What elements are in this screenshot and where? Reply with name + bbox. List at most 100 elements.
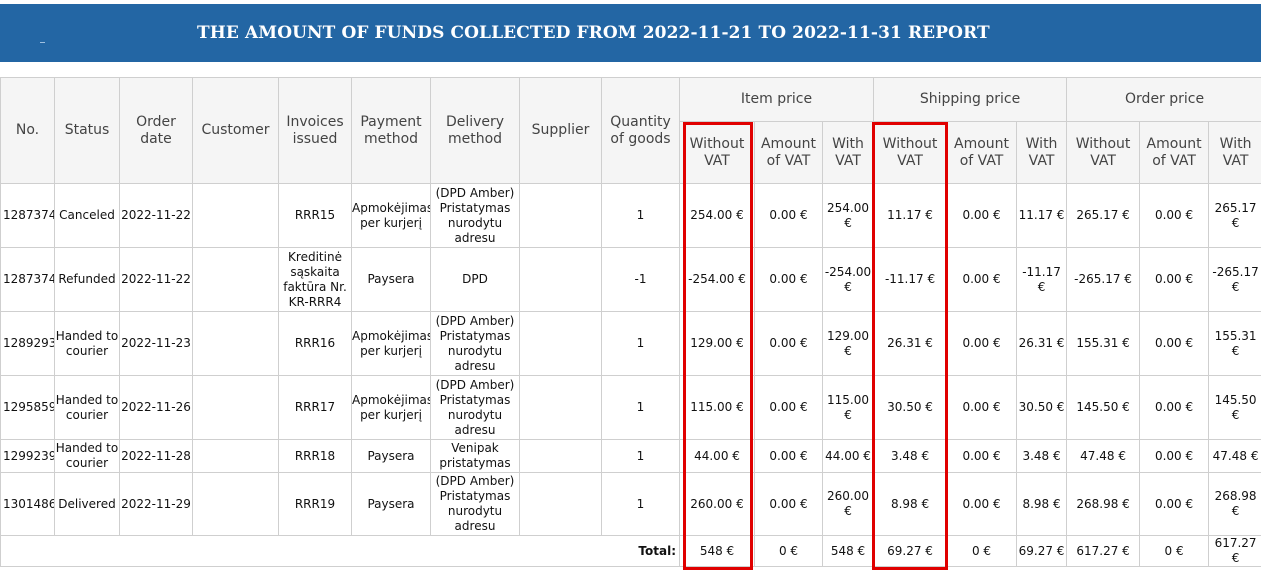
col-header-order-date: Order date bbox=[119, 77, 193, 184]
cell-supplier bbox=[519, 183, 602, 248]
total-ship-with-vat: 69.27 € bbox=[1016, 535, 1068, 567]
col-header-ship-without-vat: Without VAT bbox=[873, 121, 948, 184]
cell-order-with-vat: 145.50 € bbox=[1208, 375, 1261, 440]
cell-ship-without-vat: 11.17 € bbox=[873, 183, 948, 248]
cell-item-with-vat: 254.00 € bbox=[821, 183, 875, 248]
cell-ship-with-vat: 26.31 € bbox=[1016, 311, 1068, 376]
cell-order-date: 2022-11-22 bbox=[119, 247, 193, 312]
cell-delivery: (DPD Amber) Pristatymas nurodytu adresu bbox=[430, 472, 520, 536]
cell-customer bbox=[192, 472, 279, 536]
cell-quantity: 1 bbox=[601, 375, 680, 440]
col-header-supplier: Supplier bbox=[519, 77, 602, 184]
cell-ship-with-vat: 8.98 € bbox=[1016, 472, 1068, 536]
cell-customer bbox=[192, 311, 279, 376]
cell-ship-without-vat: -11.17 € bbox=[873, 247, 948, 312]
header-row-groups: No. Status Order date Customer Invoices … bbox=[0, 77, 1261, 184]
total-label: Total: bbox=[0, 535, 680, 567]
cell-order-no: 1287374 bbox=[0, 247, 55, 312]
cell-status: Refunded bbox=[54, 247, 120, 312]
cell-item-without-vat: 260.00 € bbox=[679, 472, 755, 536]
cell-item-amount-vat: 0.00 € bbox=[754, 375, 823, 440]
cell-customer bbox=[192, 247, 279, 312]
cell-invoice: Kreditinė sąskaita faktūra Nr. KR-RRR4 bbox=[278, 247, 352, 312]
cell-ship-without-vat: 30.50 € bbox=[873, 375, 948, 440]
cell-quantity: 1 bbox=[601, 311, 680, 376]
col-header-order-with-vat: With VAT bbox=[1208, 121, 1261, 184]
cell-supplier bbox=[519, 247, 602, 312]
cell-order-without-vat: 145.50 € bbox=[1066, 375, 1141, 440]
cell-invoice: RRR17 bbox=[278, 375, 352, 440]
cell-supplier bbox=[519, 472, 602, 536]
cell-payment: Apmokėjimas per kurjerį bbox=[351, 375, 431, 440]
col-header-item-with-vat: With VAT bbox=[821, 121, 875, 184]
col-header-payment: Payment method bbox=[351, 77, 431, 184]
cell-ship-without-vat: 26.31 € bbox=[873, 311, 948, 376]
table-row: 1301486 Delivered 2022-11-29 RRR19 Payse… bbox=[0, 472, 1261, 536]
table-row: 1295859 Handed to courier 2022-11-26 RRR… bbox=[0, 375, 1261, 440]
cell-customer bbox=[192, 439, 279, 473]
cell-item-amount-vat: 0.00 € bbox=[754, 247, 823, 312]
cell-order-date: 2022-11-28 bbox=[119, 439, 193, 473]
cell-payment: Apmokėjimas per kurjerį bbox=[351, 183, 431, 248]
cell-item-amount-vat: 0.00 € bbox=[754, 183, 823, 248]
cell-item-without-vat: -254.00 € bbox=[679, 247, 755, 312]
cell-ship-amount-vat: 0.00 € bbox=[946, 311, 1018, 376]
total-item-with-vat: 548 € bbox=[821, 535, 875, 567]
cell-status: Handed to courier bbox=[54, 439, 120, 473]
cell-ship-amount-vat: 0.00 € bbox=[946, 183, 1018, 248]
cell-ship-without-vat: 3.48 € bbox=[873, 439, 948, 473]
cell-invoice: RRR19 bbox=[278, 472, 352, 536]
cell-delivery: Venipak pristatymas bbox=[430, 439, 520, 473]
total-item-without-vat: 548 € bbox=[679, 535, 755, 567]
cell-order-amount-vat: 0.00 € bbox=[1139, 247, 1210, 312]
cell-quantity: 1 bbox=[601, 183, 680, 248]
col-header-ship-amount-vat: Amount of VAT bbox=[946, 121, 1018, 184]
cell-ship-with-vat: 30.50 € bbox=[1016, 375, 1068, 440]
cell-order-no: 1299239 bbox=[0, 439, 55, 473]
group-header-item-price: Item price bbox=[678, 77, 875, 122]
cell-status: Handed to courier bbox=[54, 311, 120, 376]
cell-item-without-vat: 129.00 € bbox=[679, 311, 755, 376]
cell-supplier bbox=[519, 311, 602, 376]
cell-ship-with-vat: 11.17 € bbox=[1016, 183, 1068, 248]
col-header-order-without-vat: Without VAT bbox=[1066, 121, 1141, 184]
cell-status: Handed to courier bbox=[54, 375, 120, 440]
cell-order-with-vat: -265.17 € bbox=[1208, 247, 1261, 312]
total-ship-without-vat: 69.27 € bbox=[873, 535, 948, 567]
col-header-item-amount-vat: Amount of VAT bbox=[754, 121, 823, 184]
report-table: No. Status Order date Customer Invoices … bbox=[0, 77, 1261, 567]
cell-order-without-vat: 265.17 € bbox=[1066, 183, 1141, 248]
cell-ship-with-vat: -11.17 € bbox=[1016, 247, 1068, 312]
cell-ship-amount-vat: 0.00 € bbox=[946, 472, 1018, 536]
cell-item-amount-vat: 0.00 € bbox=[754, 439, 823, 473]
cell-status: Canceled bbox=[54, 183, 120, 248]
total-order-with-vat: 617.27 € bbox=[1208, 535, 1261, 567]
cell-order-with-vat: 268.98 € bbox=[1208, 472, 1261, 536]
cell-order-without-vat: -265.17 € bbox=[1066, 247, 1141, 312]
cell-ship-without-vat: 8.98 € bbox=[873, 472, 948, 536]
cell-order-with-vat: 155.31 € bbox=[1208, 311, 1261, 376]
cell-delivery: DPD bbox=[430, 247, 520, 312]
col-header-invoices: Invoices issued bbox=[278, 77, 352, 184]
cell-ship-with-vat: 3.48 € bbox=[1016, 439, 1068, 473]
cell-order-amount-vat: 0.00 € bbox=[1139, 375, 1210, 440]
col-header-status: Status bbox=[54, 77, 120, 184]
cell-invoice: RRR18 bbox=[278, 439, 352, 473]
cell-order-date: 2022-11-22 bbox=[119, 183, 193, 248]
cell-payment: Apmokėjimas per kurjerį bbox=[351, 311, 431, 376]
cell-item-with-vat: 44.00 € bbox=[821, 439, 875, 473]
table-row: 1287374 Canceled 2022-11-22 RRR15 Apmokė… bbox=[0, 183, 1261, 248]
totals-row: Total: 548 € 0 € 548 € 69.27 € 0 € 69.27… bbox=[0, 535, 1261, 567]
cell-order-without-vat: 47.48 € bbox=[1066, 439, 1141, 473]
group-header-shipping-price: Shipping price bbox=[873, 77, 1068, 122]
table-row: 1287374 Refunded 2022-11-22 Kreditinė są… bbox=[0, 247, 1261, 312]
col-header-customer: Customer bbox=[192, 77, 279, 184]
col-header-ship-with-vat: With VAT bbox=[1016, 121, 1068, 184]
report-banner: THE AMOUNT OF FUNDS COLLECTED FROM 2022-… bbox=[0, 4, 1261, 62]
col-header-no: No. bbox=[0, 77, 55, 184]
cell-order-date: 2022-11-29 bbox=[119, 472, 193, 536]
cell-order-no: 1289293 bbox=[0, 311, 55, 376]
cell-item-without-vat: 44.00 € bbox=[679, 439, 755, 473]
cell-quantity: -1 bbox=[601, 247, 680, 312]
cell-item-with-vat: 260.00 € bbox=[821, 472, 875, 536]
